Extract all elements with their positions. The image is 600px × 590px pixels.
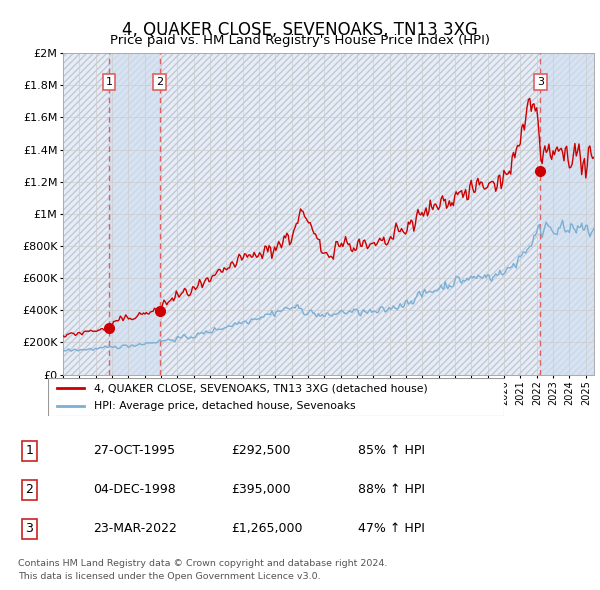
Text: 88% ↑ HPI: 88% ↑ HPI <box>358 483 425 496</box>
Bar <box>541 53 594 375</box>
Text: 2: 2 <box>156 77 163 87</box>
Text: This data is licensed under the Open Government Licence v3.0.: This data is licensed under the Open Gov… <box>18 572 320 581</box>
Text: Price paid vs. HM Land Registry's House Price Index (HPI): Price paid vs. HM Land Registry's House … <box>110 34 490 47</box>
Text: £1,265,000: £1,265,000 <box>231 522 302 535</box>
Text: 2: 2 <box>25 483 33 496</box>
Text: 1: 1 <box>25 444 33 457</box>
Text: 85% ↑ HPI: 85% ↑ HPI <box>358 444 425 457</box>
Text: 4, QUAKER CLOSE, SEVENOAKS, TN13 3XG (detached house): 4, QUAKER CLOSE, SEVENOAKS, TN13 3XG (de… <box>94 384 427 394</box>
Bar <box>109 53 160 375</box>
Text: 47% ↑ HPI: 47% ↑ HPI <box>358 522 424 535</box>
Text: £292,500: £292,500 <box>231 444 290 457</box>
Text: 23-MAR-2022: 23-MAR-2022 <box>92 522 176 535</box>
Text: 4, QUAKER CLOSE, SEVENOAKS, TN13 3XG: 4, QUAKER CLOSE, SEVENOAKS, TN13 3XG <box>122 21 478 39</box>
Text: 27-OCT-1995: 27-OCT-1995 <box>92 444 175 457</box>
Text: Contains HM Land Registry data © Crown copyright and database right 2024.: Contains HM Land Registry data © Crown c… <box>18 559 388 568</box>
Text: 1: 1 <box>106 77 113 87</box>
Text: 3: 3 <box>537 77 544 87</box>
Text: £395,000: £395,000 <box>231 483 290 496</box>
Text: HPI: Average price, detached house, Sevenoaks: HPI: Average price, detached house, Seve… <box>94 401 355 411</box>
Text: 04-DEC-1998: 04-DEC-1998 <box>92 483 175 496</box>
Text: 3: 3 <box>25 522 33 535</box>
